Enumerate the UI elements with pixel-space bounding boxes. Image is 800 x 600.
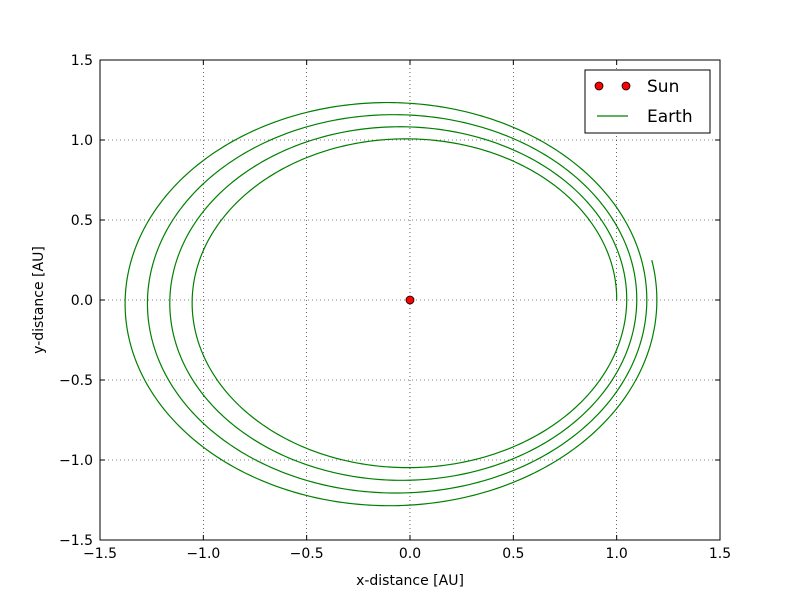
y-axis-title: y-distance [AU] [31,246,47,354]
x-tick-label: 0.0 [399,546,421,562]
axis-ticks: −1.5 −1.0 −0.5 0.0 0.5 1.0 1.5 1.5 1.0 0.5 0.0 −0.5… [59,53,731,562]
legend-frame [584,69,711,134]
plot-area [124,101,658,507]
y-tick-label: 1.5 [71,53,93,69]
earth-orbit-line [124,101,658,507]
y-tick-label: −1.0 [59,453,93,469]
x-tick-label: −0.5 [290,546,324,562]
x-tick-label: −1.5 [83,546,117,562]
y-tick-label: −1.5 [59,533,93,549]
legend-sun-label: Sun [647,77,679,97]
x-axis-title: x-distance [AU] [356,573,464,589]
legend: Sun Earth [584,69,711,134]
x-tick-label: 1.0 [606,546,628,562]
sun-marker [405,295,415,305]
x-tick-label: −1.0 [186,546,220,562]
legend-sun-marker-1 [594,81,604,91]
y-tick-label: 0.0 [71,293,93,309]
y-tick-label: −0.5 [59,373,93,389]
x-tick-label: 1.5 [709,546,731,562]
x-tick-label: 0.5 [502,546,524,562]
y-tick-label: 1.0 [71,133,93,149]
y-tick-label: 0.5 [71,213,93,229]
legend-earth-label: Earth [647,107,693,127]
legend-sun-marker-2 [621,81,631,91]
